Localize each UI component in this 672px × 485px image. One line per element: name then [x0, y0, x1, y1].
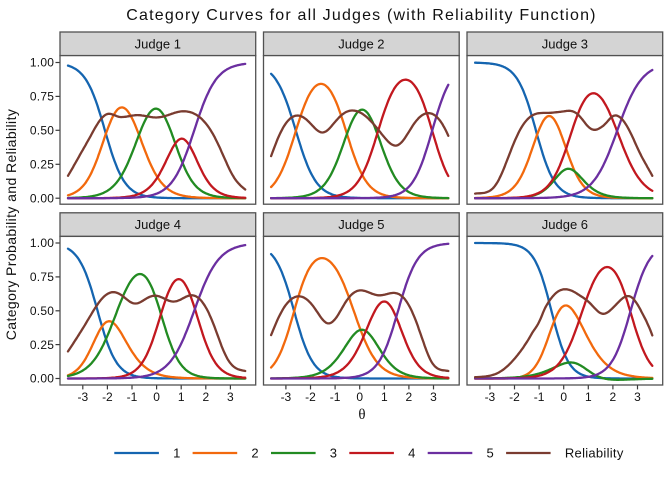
svg-text:0: 0 [560, 390, 567, 404]
svg-text:Judge 4: Judge 4 [135, 217, 181, 232]
svg-text:0: 0 [356, 390, 363, 404]
svg-text:θ: θ [358, 407, 365, 423]
svg-text:-1: -1 [127, 390, 138, 404]
svg-text:3: 3 [330, 446, 337, 461]
svg-text:3: 3 [430, 390, 437, 404]
svg-text:0: 0 [153, 390, 160, 404]
svg-text:0.50: 0.50 [30, 304, 54, 318]
svg-text:5: 5 [487, 446, 494, 461]
svg-text:2: 2 [202, 390, 209, 404]
svg-text:Judge 1: Judge 1 [135, 36, 181, 51]
svg-text:0.00: 0.00 [30, 372, 54, 386]
svg-text:1: 1 [585, 390, 592, 404]
svg-text:1.00: 1.00 [30, 56, 54, 70]
svg-text:Reliability: Reliability [565, 446, 624, 461]
svg-text:4: 4 [408, 446, 415, 461]
svg-text:3: 3 [634, 390, 641, 404]
svg-text:1: 1 [178, 390, 185, 404]
svg-text:-2: -2 [102, 390, 113, 404]
svg-text:-3: -3 [485, 390, 496, 404]
svg-text:-3: -3 [77, 390, 88, 404]
svg-text:0.75: 0.75 [30, 90, 54, 104]
svg-text:2: 2 [610, 390, 617, 404]
svg-text:Category Curves for all Judges: Category Curves for all Judges (with Rel… [126, 7, 596, 24]
svg-text:-1: -1 [534, 390, 545, 404]
svg-text:1: 1 [381, 390, 388, 404]
svg-text:2: 2 [251, 446, 258, 461]
svg-text:1.00: 1.00 [30, 236, 54, 250]
svg-text:0.75: 0.75 [30, 270, 54, 284]
svg-text:Judge 3: Judge 3 [542, 36, 588, 51]
svg-text:-2: -2 [509, 390, 520, 404]
svg-text:0.25: 0.25 [30, 338, 54, 352]
svg-text:0.50: 0.50 [30, 124, 54, 138]
svg-text:3: 3 [227, 390, 234, 404]
svg-text:1: 1 [173, 446, 180, 461]
svg-text:Judge 5: Judge 5 [338, 217, 384, 232]
svg-text:-2: -2 [305, 390, 316, 404]
svg-text:Judge 6: Judge 6 [542, 217, 588, 232]
svg-text:2: 2 [406, 390, 413, 404]
svg-text:-3: -3 [281, 390, 292, 404]
svg-text:Category Probability and Relia: Category Probability and Reliability [3, 109, 19, 341]
svg-text:Judge 2: Judge 2 [338, 36, 384, 51]
svg-text:0.25: 0.25 [30, 158, 54, 172]
svg-text:-1: -1 [330, 390, 341, 404]
svg-text:0.00: 0.00 [30, 191, 54, 205]
